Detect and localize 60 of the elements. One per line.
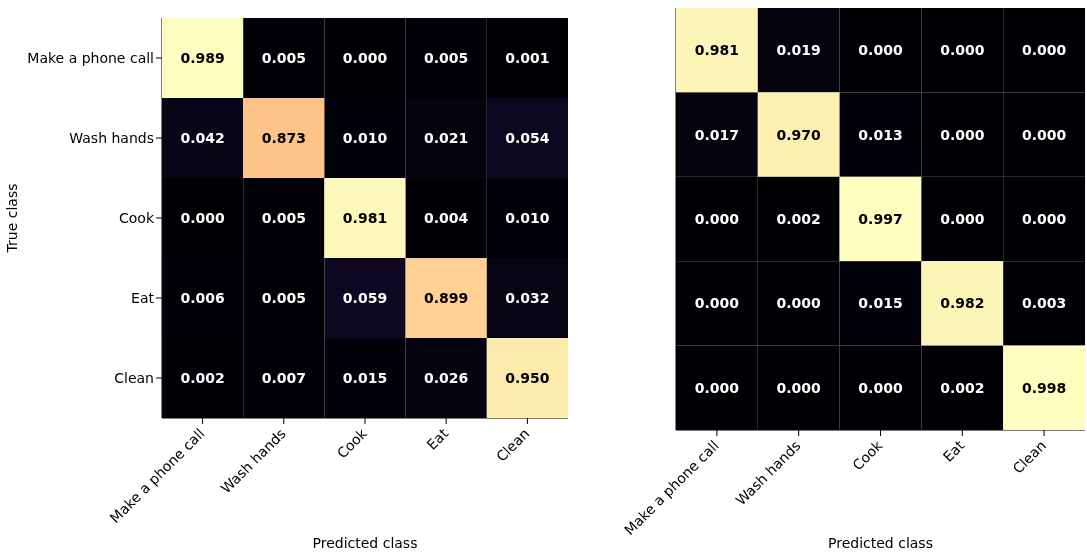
data-label: 0.000: [776, 379, 822, 396]
data-label: 0.002: [776, 211, 821, 227]
data-label: 0.005: [261, 210, 306, 226]
data-label: 0.000: [1021, 42, 1067, 59]
x-axis-title: Predicted class: [828, 535, 933, 551]
data-label: 0.004: [424, 210, 469, 226]
data-label: 0.021: [424, 130, 469, 146]
y-axis-title: True class: [3, 183, 20, 254]
data-label: 0.950: [505, 370, 550, 386]
data-label: 0.010: [505, 210, 550, 226]
x-axis-title: Predicted class: [312, 535, 418, 551]
data-label: 0.000: [694, 295, 740, 312]
data-label: 0.982: [940, 295, 985, 312]
data-label: 0.998: [1021, 379, 1067, 396]
data-label: 0.054: [505, 130, 550, 146]
data-label: 0.000: [694, 379, 740, 396]
data-label: 0.899: [424, 290, 469, 306]
x-tick-label: Eat: [423, 424, 452, 453]
data-label: 0.000: [858, 42, 903, 59]
y-tick-label: Cook: [118, 209, 155, 226]
data-label: 0.989: [180, 50, 225, 66]
data-label: 0.000: [940, 211, 985, 227]
data-label: 0.970: [776, 126, 822, 143]
data-label: 0.000: [1021, 211, 1067, 227]
data-label: 0.000: [1021, 126, 1067, 143]
data-label: 0.005: [424, 50, 469, 66]
data-label: 0.007: [261, 370, 306, 386]
data-label: 0.005: [261, 290, 306, 306]
data-label: 0.873: [261, 130, 306, 146]
y-tick-label: Eat: [131, 289, 155, 306]
data-label: 0.019: [776, 42, 821, 59]
data-label: 0.026: [424, 370, 469, 386]
data-label: 0.059: [342, 290, 388, 306]
data-label: 0.000: [342, 50, 388, 66]
data-label: 0.006: [180, 290, 225, 306]
data-label: 0.000: [180, 210, 225, 226]
data-label: 0.000: [776, 295, 822, 312]
y-tick-label: Make a phone call: [27, 49, 154, 66]
y-tick-label: Clean: [114, 369, 154, 386]
data-label: 0.010: [342, 130, 388, 146]
data-label: 0.981: [694, 42, 740, 59]
data-label: 0.002: [940, 379, 985, 396]
data-label: 0.013: [858, 126, 903, 143]
data-label: 0.017: [694, 126, 740, 143]
data-label: 0.042: [180, 130, 225, 146]
data-label: 0.002: [180, 370, 225, 386]
data-label: 0.000: [940, 42, 985, 59]
data-label: 0.015: [858, 295, 903, 312]
data-label: 0.981: [342, 210, 388, 226]
data-label: 0.032: [505, 290, 550, 306]
data-label: 0.003: [1021, 295, 1067, 312]
data-label: 0.997: [858, 211, 903, 227]
data-label: 0.000: [858, 379, 903, 396]
x-tick-label: Eat: [939, 436, 968, 465]
data-label: 0.000: [940, 126, 985, 143]
data-label: 0.001: [505, 50, 550, 66]
data-label: 0.005: [261, 50, 306, 66]
y-tick-label: Wash hands: [69, 129, 154, 146]
data-label: 0.015: [342, 370, 388, 386]
data-label: 0.000: [694, 211, 740, 227]
